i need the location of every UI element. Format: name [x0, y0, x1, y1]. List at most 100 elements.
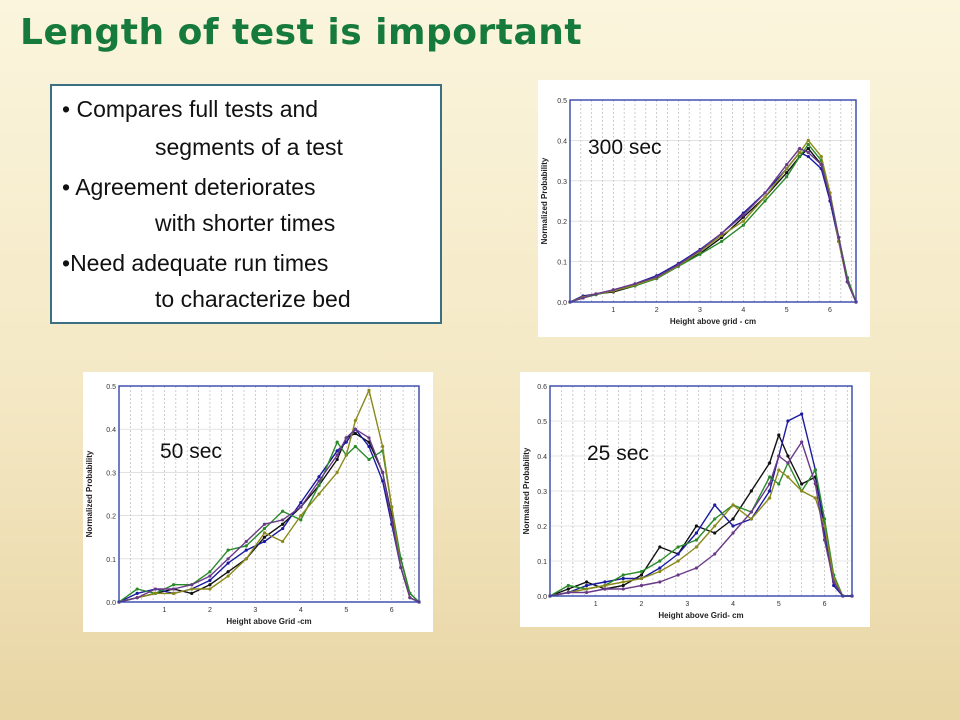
chart-25-series-3-point — [658, 559, 662, 563]
chart-50-xtick-label: 6 — [390, 607, 394, 614]
chart-50-series-5-point — [244, 539, 248, 544]
chart-25-series-1-point — [621, 583, 625, 588]
chart-50-series-1-point — [190, 591, 194, 595]
chart-25-series-3-point — [768, 475, 772, 479]
chart-300-series-3-point — [763, 199, 767, 203]
chart-50-series-1-point — [281, 522, 285, 526]
chart-25-series-1-point — [585, 580, 589, 584]
chart-25-duration-label: 25 sec — [587, 442, 649, 465]
chart-300-xlabel: Height above grid - cm — [670, 317, 756, 326]
chart-300-xtick-label: 4 — [741, 307, 745, 314]
chart-25-series-2-point — [603, 580, 607, 584]
chart-25-series-2-point — [676, 552, 680, 556]
chart-300-series-3-point — [806, 142, 810, 147]
chart-300-series-5-point — [837, 235, 841, 239]
chart-50-xtick-label: 5 — [344, 607, 348, 614]
chart-300-xtick-label: 5 — [785, 307, 789, 314]
chart-300-series-4-point — [806, 138, 810, 142]
chart-25-series-1-point — [694, 524, 699, 528]
chart-50-series-5-point — [262, 522, 267, 526]
chart-50-series-3-point — [171, 583, 176, 587]
chart-25-series-2-point — [713, 503, 717, 507]
chart-25-series-5-point — [731, 531, 735, 535]
chart-300-ylabel: Normalized Probability — [540, 157, 549, 244]
chart-50-ytick-label: 0.4 — [106, 427, 116, 434]
chart-25-series-3-point — [566, 583, 570, 588]
chart-25-series-2-point — [800, 412, 804, 416]
chart-300-series-5-point — [785, 163, 789, 167]
chart-25-series-2-point — [768, 489, 772, 493]
chart-50-series-3-point — [353, 444, 357, 449]
chart-300-series-5-point — [720, 231, 724, 235]
chart-25-series-5-point — [822, 538, 827, 542]
chart-300-series-4-point — [798, 150, 802, 155]
chart-300-xtick-label: 2 — [655, 307, 659, 314]
chart-50-ytick-label: 0.2 — [106, 514, 116, 521]
chart-50-ytick-label: 0.3 — [106, 470, 116, 477]
chart-50-series-4-point — [281, 539, 285, 544]
chart-25-series-4-point — [800, 489, 804, 493]
chart-50-xtick-label: 3 — [253, 607, 257, 614]
chart-300-series-5-point — [819, 163, 823, 167]
chart-300-panel: 0.0 0.1 0.2 0.3 0.4 0.5 1 2 3 4 5 6 Height above gri… — [538, 80, 870, 337]
chart-25-series-2-point — [731, 524, 735, 528]
chart-50-series-5-point — [208, 574, 212, 578]
chart-50-series-3-point — [135, 587, 139, 591]
chart-50-series-3-point — [281, 509, 285, 513]
chart-25-series-4-point — [768, 496, 772, 500]
chart-50-xtick-label: 4 — [299, 607, 303, 614]
bullet-1-text: Compares full tests and — [76, 96, 319, 122]
chart-300-ytick-label: 0.3 — [557, 179, 567, 186]
chart-50-series-5-point — [153, 587, 157, 591]
chart-50-xlabel: Height above Grid -cm — [226, 617, 311, 626]
chart-25-series-4-point — [813, 496, 817, 500]
chart-25-series-5-point — [786, 461, 790, 465]
chart-25-series-5-point — [621, 587, 625, 591]
chart-50-series-5-point — [381, 470, 385, 474]
chart-25-ytick-label: 0.3 — [537, 489, 547, 496]
chart-25-series-2-point — [621, 576, 625, 581]
chart-25-series-1-point — [786, 454, 790, 458]
chart-300-series-4-point — [819, 154, 823, 159]
chart-50-series-5-point — [390, 518, 394, 522]
chart-300-ytick-label: 0.0 — [557, 300, 567, 307]
chart-300-series-5-point — [594, 292, 598, 296]
chart-50-series-4-point — [335, 470, 339, 474]
chart-50-series-1-point — [226, 570, 230, 574]
chart-25-series-5-point — [694, 566, 699, 570]
chart-50-series-2-point — [317, 475, 321, 479]
bullet-1-line2: segments of a test — [155, 134, 343, 160]
chart-300-series-1-line — [569, 147, 857, 303]
bullet-2-text: Agreement deteriorates — [75, 174, 316, 200]
chart-50-series-4-point — [208, 587, 212, 591]
chart-50-series-2-point — [335, 449, 339, 453]
chart-300-series-5-point — [633, 282, 637, 286]
chart-25-series-1-point — [639, 573, 644, 577]
bullet-3-text: Need adequate run times — [70, 250, 329, 276]
chart-50-series-4-point — [353, 418, 357, 423]
chart-50-series-5-point — [190, 583, 194, 587]
chart-50-series-2-point — [262, 539, 267, 544]
chart-25-series-5-point — [658, 580, 662, 584]
chart-25-series-1-point — [800, 482, 804, 486]
chart-50-series-4-point — [244, 557, 248, 561]
chart-25-series-5-point — [713, 552, 717, 556]
chart-50-series-3-point — [299, 518, 303, 522]
chart-50-series-5-point — [367, 436, 371, 440]
chart-25-series-1-point — [713, 531, 717, 535]
chart-25-xlabel: Height above Grid- cm — [658, 611, 743, 620]
chart-50-series-5-point — [408, 596, 412, 600]
chart-25-series-1-point — [658, 545, 662, 549]
chart-300-series-5-point — [828, 195, 832, 199]
chart-25-series-5-point — [566, 590, 570, 595]
chart-300-series-2-point — [806, 154, 810, 159]
chart-300-series-5-line — [569, 147, 857, 303]
chart-25-ytick-label: 0.1 — [537, 559, 547, 566]
chart-300-xtick-label: 1 — [611, 307, 615, 314]
chart-50-svg: 0.0 0.1 0.2 0.3 0.4 0.5 1 2 3 4 5 6 Height above Gri… — [85, 384, 421, 626]
chart-25-series-2-point — [658, 566, 662, 570]
slide-title: Length of test is important — [20, 12, 583, 53]
chart-300-series-3-point — [698, 252, 702, 256]
chart-25-series-5-point — [777, 454, 781, 458]
chart-50-plot-frame — [118, 385, 420, 603]
